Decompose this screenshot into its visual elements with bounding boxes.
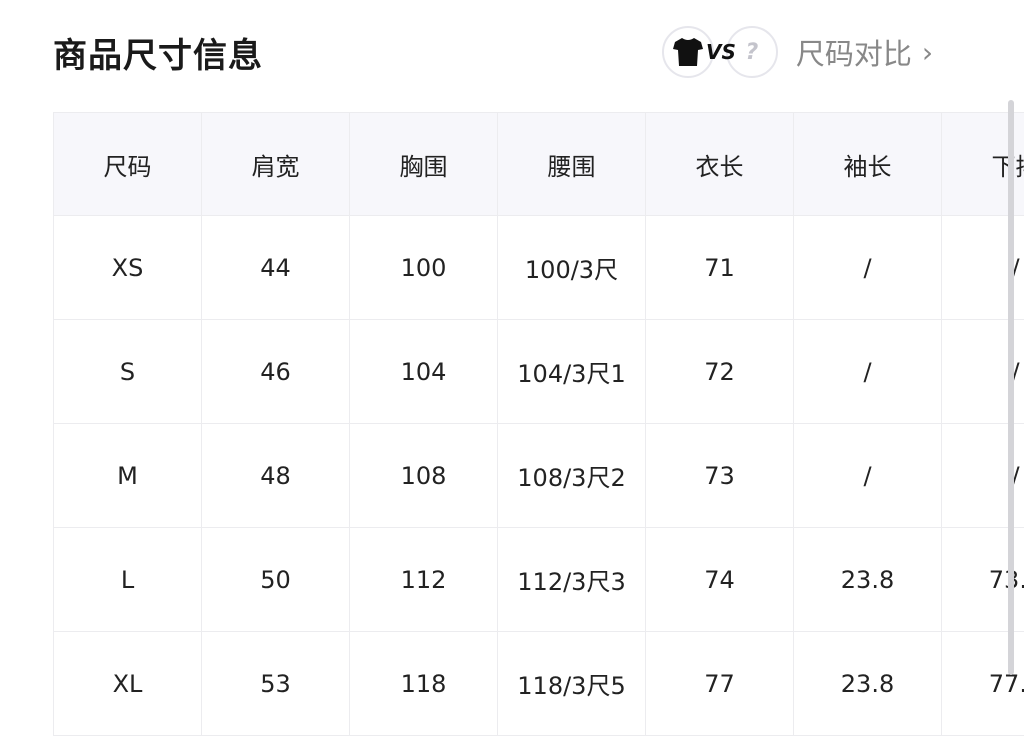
column-header: 胸围 bbox=[349, 112, 498, 216]
table-row: M 48 108 108/3尺2 73// bbox=[53, 423, 1024, 528]
size-compare-label: 尺码对比 bbox=[795, 37, 912, 71]
column-header: 腰围 bbox=[497, 112, 646, 216]
size-compare-button[interactable]: VS ? 尺码对比 › bbox=[662, 24, 933, 80]
column-header: 尺码 bbox=[53, 112, 202, 216]
table-cell: 100/3尺 bbox=[497, 215, 646, 320]
table-cell: 104/3尺1 bbox=[497, 319, 646, 424]
table-cell: 73 bbox=[645, 423, 794, 528]
chevron-right-icon: › bbox=[921, 35, 934, 69]
vs-label: VS bbox=[706, 40, 736, 64]
table-cell: 112 bbox=[349, 527, 498, 632]
table-cell: / bbox=[793, 215, 942, 320]
table-cell: 77 bbox=[645, 631, 794, 736]
table-cell: 100 bbox=[349, 215, 498, 320]
table-cell: XS bbox=[53, 215, 202, 320]
column-header: 袖长 bbox=[793, 112, 942, 216]
table-cell: S bbox=[53, 319, 202, 424]
table-cell: / bbox=[793, 423, 942, 528]
table-cell: 108/3尺2 bbox=[497, 423, 646, 528]
table-header-row: 尺码肩宽胸围腰围衣长袖长下摆 bbox=[53, 112, 1024, 216]
size-table: 尺码肩宽胸围腰围衣长袖长下摆 XS44100100/3尺71//S4610410… bbox=[53, 112, 1024, 740]
question-icon: ? bbox=[745, 39, 759, 65]
product-thumbnail bbox=[662, 26, 714, 78]
table-cell: / bbox=[793, 319, 942, 424]
vertical-scrollbar[interactable] bbox=[1008, 100, 1014, 675]
table-cell: XL bbox=[53, 631, 202, 736]
table-cell: 71 bbox=[645, 215, 794, 320]
table-cell: 74 bbox=[645, 527, 794, 632]
table-cell: 108 bbox=[349, 423, 498, 528]
table-cell: 118/3尺5 bbox=[497, 631, 646, 736]
unknown-size-circle: ? bbox=[725, 26, 778, 78]
table-cell: 53 bbox=[201, 631, 350, 736]
table-cell: 46 bbox=[201, 319, 350, 424]
table-cell: 112/3尺3 bbox=[497, 527, 646, 632]
table-cell: 118 bbox=[349, 631, 498, 736]
table-cell: 48 bbox=[201, 423, 350, 528]
table-row: S 46 104 104/3尺1 72// bbox=[53, 319, 1024, 424]
table-cell: 104 bbox=[349, 319, 498, 424]
table-cell: 50 bbox=[201, 527, 350, 632]
column-header: 衣长 bbox=[645, 112, 794, 216]
table-cell: 23.8 bbox=[793, 631, 942, 736]
table-cell: 44 bbox=[201, 215, 350, 320]
column-header: 肩宽 bbox=[201, 112, 350, 216]
table-cell: M bbox=[53, 423, 202, 528]
table-cell: L bbox=[53, 527, 202, 632]
table-row: XS 44 100 100/3尺 71// bbox=[53, 215, 1024, 320]
page-title: 商品尺寸信息 bbox=[53, 36, 263, 76]
table-cell: 23.8 bbox=[793, 527, 942, 632]
tshirt-icon bbox=[673, 38, 703, 66]
table-cell: 72 bbox=[645, 319, 794, 424]
